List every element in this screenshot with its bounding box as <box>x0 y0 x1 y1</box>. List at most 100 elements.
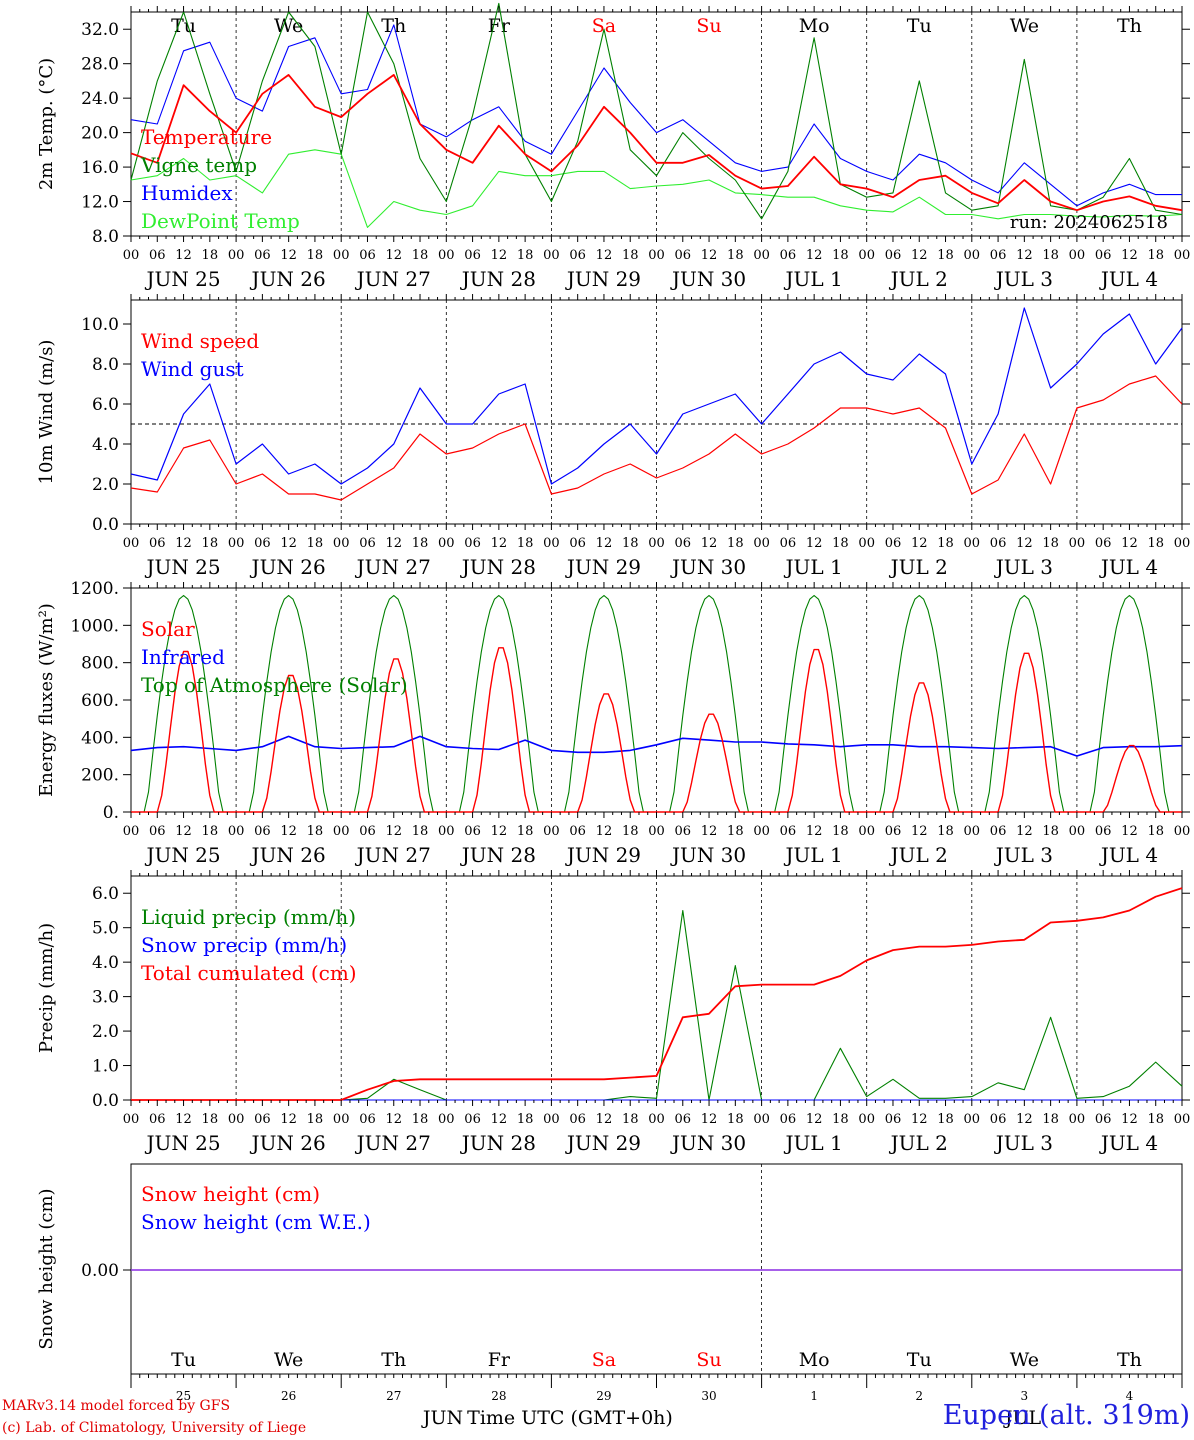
hour-label: 00 <box>123 248 140 263</box>
hour-label: 12 <box>280 536 297 551</box>
hour-label: 18 <box>412 248 429 263</box>
y-tick-label: 0.0 <box>92 1091 119 1111</box>
y-tick-label: 4.0 <box>92 435 119 455</box>
hour-label: 12 <box>806 824 823 839</box>
y-tick-label: 16.0 <box>81 158 119 178</box>
date-label: JUN 25 <box>144 555 220 579</box>
hour-label: 18 <box>622 824 639 839</box>
hour-label: 06 <box>780 248 797 263</box>
hour-label: 18 <box>412 1112 429 1127</box>
panel-3: 0.0 1.0 2.0 3.0 4.0 5.0 6.0 Precip (mm/h) 00 06 12… <box>36 870 1190 1155</box>
hour-label: 00 <box>228 536 245 551</box>
hour-label: 06 <box>254 248 271 263</box>
date-label: JUL 1 <box>784 1131 843 1155</box>
hour-label: 00 <box>123 1112 140 1127</box>
date-label: JUN 26 <box>250 1131 326 1155</box>
hour-label: 00 <box>648 1112 665 1127</box>
hour-label: 18 <box>1042 824 1059 839</box>
hour-label: 00 <box>543 1112 560 1127</box>
legend-entry: Snow height (cm W.E.) <box>141 1210 371 1234</box>
model-credit: MARv3.14 model forced by GFS <box>2 1398 231 1414</box>
date-label: JUN 27 <box>355 555 431 579</box>
hour-label: 18 <box>307 536 324 551</box>
hour-label: 00 <box>1174 1112 1191 1127</box>
day-name-label: Sa <box>592 15 616 37</box>
hour-label: 18 <box>1147 536 1164 551</box>
hour-label: 18 <box>727 536 744 551</box>
hour-label: 00 <box>753 536 770 551</box>
date-label: JUL 2 <box>889 555 948 579</box>
hour-label: 12 <box>911 1112 928 1127</box>
hour-label: 00 <box>438 824 455 839</box>
hour-label: 00 <box>858 1112 875 1127</box>
hour-label: 18 <box>1147 248 1164 263</box>
day-number-label: 2 <box>915 1389 923 1403</box>
legend-entry: Solar <box>141 617 195 641</box>
date-label: JUL 2 <box>889 843 948 867</box>
hour-label: 12 <box>1016 536 1033 551</box>
y-tick-label: 0.0 <box>92 515 119 535</box>
hour-label: 06 <box>990 248 1007 263</box>
hour-label: 00 <box>123 824 140 839</box>
hour-label: 00 <box>648 248 665 263</box>
date-label: JUN 30 <box>670 1131 746 1155</box>
date-label: JUL 3 <box>994 555 1053 579</box>
hour-label: 06 <box>1095 536 1112 551</box>
hour-label: 00 <box>1069 536 1086 551</box>
legend-entry: Vigne temp <box>140 153 257 177</box>
hour-label: 18 <box>622 248 639 263</box>
hour-label: 12 <box>385 248 402 263</box>
date-label: JUN 25 <box>144 843 220 867</box>
date-label: JUN 26 <box>250 267 326 291</box>
date-label: JUL 2 <box>889 267 948 291</box>
hour-label: 12 <box>175 248 192 263</box>
hour-label: 18 <box>937 1112 954 1127</box>
hour-label: 18 <box>517 1112 534 1127</box>
hour-label: 00 <box>438 248 455 263</box>
hour-label: 12 <box>806 248 823 263</box>
hour-label: 12 <box>911 536 928 551</box>
run-label: run: 2024062518 <box>1010 212 1168 233</box>
hour-label: 12 <box>701 824 718 839</box>
hour-label: 18 <box>937 536 954 551</box>
y-tick-label: 400. <box>81 728 119 748</box>
y-tick-label: 28.0 <box>81 55 119 75</box>
hour-label: 12 <box>1016 824 1033 839</box>
hour-label: 18 <box>412 536 429 551</box>
hour-label: 18 <box>622 536 639 551</box>
hour-label: 06 <box>254 1112 271 1127</box>
hour-label: 12 <box>280 1112 297 1127</box>
hour-label: 00 <box>543 248 560 263</box>
hour-label: 18 <box>937 248 954 263</box>
hour-label: 12 <box>596 1112 613 1127</box>
hour-label: 18 <box>832 248 849 263</box>
y-tick-label: 8.0 <box>92 355 119 375</box>
hour-label: 06 <box>569 1112 586 1127</box>
hour-label: 00 <box>858 536 875 551</box>
legend-entry: Wind speed <box>141 329 259 353</box>
hour-label: 06 <box>675 824 692 839</box>
y-tick-label: 600. <box>81 691 119 711</box>
y-tick-label: 1200. <box>70 579 119 599</box>
day-name-label: Tu <box>171 1349 196 1371</box>
hour-label: 06 <box>569 248 586 263</box>
date-label: JUN 30 <box>670 843 746 867</box>
date-label: JUL 1 <box>784 267 843 291</box>
hour-label: 06 <box>885 824 902 839</box>
date-label: JUN 30 <box>670 555 746 579</box>
legend-entry: Infrared <box>141 645 225 669</box>
hour-label: 06 <box>254 824 271 839</box>
hour-label: 06 <box>149 248 166 263</box>
legend-entry: Snow precip (mm/h) <box>141 933 347 957</box>
y-tick-label: 20.0 <box>81 124 119 144</box>
date-label: JUN 25 <box>144 1131 220 1155</box>
hour-label: 06 <box>780 536 797 551</box>
series-wind-gust <box>130 307 1183 485</box>
hour-label: 12 <box>806 536 823 551</box>
hour-label: 06 <box>464 536 481 551</box>
hour-label: 18 <box>727 248 744 263</box>
day-name-label: Su <box>696 1349 721 1371</box>
y-tick-label: 6.0 <box>92 884 119 904</box>
hour-label: 06 <box>569 536 586 551</box>
